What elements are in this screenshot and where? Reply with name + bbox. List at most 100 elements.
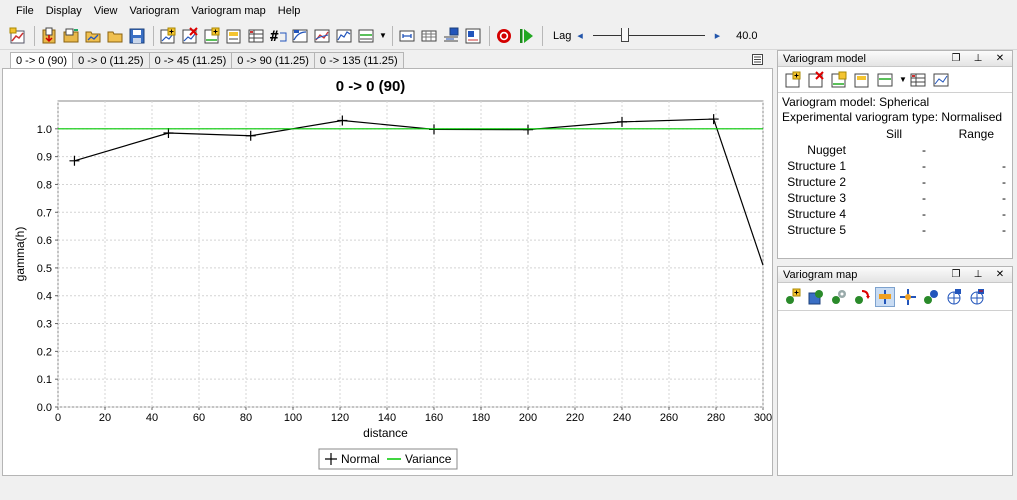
y-tick-label: 0.4 bbox=[37, 291, 52, 303]
row-sill: - bbox=[922, 191, 926, 205]
menu-display[interactable]: Display bbox=[45, 5, 82, 17]
structure-table: Sill Range Nugget - Structure 1 - - Stru… bbox=[778, 126, 1012, 238]
map-save-icon[interactable] bbox=[806, 287, 826, 307]
fit-model-icon[interactable] bbox=[290, 26, 310, 46]
close-icon[interactable]: ✕ bbox=[995, 53, 1005, 64]
x-tick-label: 140 bbox=[378, 412, 396, 424]
variance-line-icon[interactable] bbox=[356, 26, 376, 46]
map-select-icon[interactable] bbox=[875, 286, 895, 307]
x-tick-label: 260 bbox=[660, 412, 678, 424]
tab-direction-0[interactable]: 0 -> 0 (90) bbox=[10, 52, 74, 69]
tab-direction-2[interactable]: 0 -> 45 (11.25) bbox=[148, 52, 233, 69]
y-tick-label: 0.0 bbox=[37, 402, 52, 414]
lag-a-icon[interactable] bbox=[397, 26, 417, 46]
record-icon[interactable] bbox=[494, 26, 514, 46]
map-grid-icon[interactable] bbox=[944, 287, 964, 307]
edit-structure-icon[interactable] bbox=[224, 26, 244, 46]
save-icon[interactable] bbox=[127, 26, 147, 46]
lag-b-icon[interactable] bbox=[419, 26, 439, 46]
row-sill: - bbox=[922, 159, 926, 173]
tab-direction-4[interactable]: 0 -> 135 (11.25) bbox=[313, 52, 404, 69]
map-move-icon[interactable] bbox=[898, 287, 918, 307]
export-icon[interactable] bbox=[312, 26, 332, 46]
table-row: Structure 5 - - bbox=[778, 222, 1012, 238]
row-name: Structure 4 bbox=[787, 207, 846, 221]
y-tick-label: 1.0 bbox=[37, 124, 52, 136]
menu-view[interactable]: View bbox=[93, 5, 118, 17]
delete-direction-icon[interactable] bbox=[180, 26, 200, 46]
svg-text:#: # bbox=[270, 29, 279, 45]
x-tick-label: 240 bbox=[613, 412, 631, 424]
table-row: Structure 1 - - bbox=[778, 158, 1012, 174]
tab-list-icon[interactable] bbox=[752, 54, 763, 65]
row-sill: - bbox=[922, 223, 926, 237]
data-point bbox=[708, 114, 719, 125]
add-nugget-icon[interactable] bbox=[829, 70, 849, 90]
menu-variogram[interactable]: Variogram bbox=[129, 5, 180, 17]
menu-file[interactable]: File bbox=[16, 5, 34, 17]
panel-title: Variogram model bbox=[783, 53, 866, 65]
pin-icon[interactable]: ⊥ bbox=[973, 269, 983, 280]
map-zoom-icon[interactable] bbox=[921, 287, 941, 307]
lag-label: Lag bbox=[553, 29, 572, 42]
pin-icon[interactable]: ⊥ bbox=[973, 53, 983, 64]
data-point bbox=[523, 124, 533, 135]
row-name: Nugget bbox=[807, 143, 846, 157]
variogram-map-panel: Variogram map ❐ ⊥ ✕ bbox=[777, 266, 1013, 476]
map-rotate-icon[interactable] bbox=[852, 287, 872, 307]
edit-model-icon[interactable] bbox=[852, 70, 872, 90]
chevron-down-icon[interactable]: ▼ bbox=[379, 31, 387, 40]
y-tick-label: 0.9 bbox=[37, 152, 52, 164]
restore-icon[interactable]: ❐ bbox=[951, 53, 961, 64]
chart-icon[interactable] bbox=[334, 26, 354, 46]
restore-icon[interactable]: ❐ bbox=[951, 269, 961, 280]
close-icon[interactable]: ✕ bbox=[995, 269, 1005, 280]
new-variogram-icon[interactable] bbox=[8, 26, 28, 46]
add-structure-icon[interactable] bbox=[783, 70, 803, 90]
add-direction-icon[interactable] bbox=[158, 26, 178, 46]
map-settings-icon[interactable] bbox=[829, 287, 849, 307]
row-name: Structure 1 bbox=[787, 159, 846, 173]
variance-line-icon[interactable] bbox=[875, 70, 895, 90]
play-icon[interactable] bbox=[516, 26, 536, 46]
number-pairs-icon[interactable]: # bbox=[268, 26, 288, 46]
map-export-icon[interactable] bbox=[967, 287, 987, 307]
open-folder-icon[interactable] bbox=[83, 26, 103, 46]
data-point bbox=[163, 127, 174, 138]
delete-structure-icon[interactable] bbox=[806, 70, 826, 90]
menu-help[interactable]: Help bbox=[277, 5, 301, 17]
table-icon[interactable] bbox=[246, 26, 266, 46]
x-tick-label: 180 bbox=[472, 412, 490, 424]
panel-title-bar: Variogram model ❐ ⊥ ✕ bbox=[778, 51, 1012, 67]
tab-direction-1[interactable]: 0 -> 0 (11.25) bbox=[72, 52, 150, 69]
add-structure-icon[interactable] bbox=[202, 26, 222, 46]
map-add-icon[interactable] bbox=[783, 287, 803, 307]
model-export-icon[interactable] bbox=[931, 70, 951, 90]
import-icon[interactable] bbox=[39, 26, 59, 46]
lag-d-icon[interactable] bbox=[463, 26, 483, 46]
open-icon[interactable] bbox=[105, 26, 125, 46]
y-tick-label: 0.3 bbox=[37, 319, 52, 331]
chevron-down-icon[interactable]: ▼ bbox=[899, 75, 907, 84]
row-sill: - bbox=[922, 175, 926, 189]
slider-track bbox=[592, 34, 705, 36]
slider-thumb[interactable] bbox=[620, 27, 629, 42]
x-tick-label: 0 bbox=[55, 412, 61, 424]
row-name: Structure 2 bbox=[787, 175, 846, 189]
slider-left-arrow-icon[interactable]: ◀ bbox=[577, 32, 583, 40]
y-tick-label: 0.7 bbox=[37, 207, 52, 219]
tab-direction-3[interactable]: 0 -> 90 (11.25) bbox=[231, 52, 315, 69]
data-point bbox=[617, 116, 627, 127]
lag-slider[interactable] bbox=[592, 26, 705, 46]
variogram-chart[interactable]: 0 -> 0 (90) 0 20 40 60 80 100 120 140 160 180 200 22… bbox=[3, 69, 772, 475]
import-folder-icon[interactable] bbox=[61, 26, 81, 46]
menu-variogram-map[interactable]: Variogram map bbox=[191, 5, 266, 17]
toolbar-separator bbox=[542, 25, 543, 46]
slider-right-arrow-icon[interactable]: ▶ bbox=[714, 32, 721, 40]
table-row: Nugget - bbox=[778, 142, 1012, 158]
legend-label-normal: Normal bbox=[341, 452, 380, 466]
x-tick-label: 220 bbox=[566, 412, 584, 424]
model-toolbar: ▼ bbox=[778, 67, 1012, 93]
lag-c-icon[interactable] bbox=[441, 26, 461, 46]
model-table-icon[interactable] bbox=[908, 70, 928, 90]
